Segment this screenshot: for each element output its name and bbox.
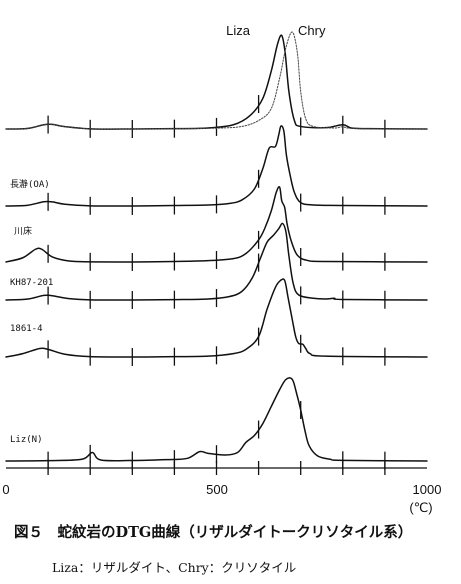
- dtg-curve-2: [5, 125, 428, 207]
- series-label-2: 長瀞(OA): [10, 178, 50, 190]
- series-label-0: Liza: [226, 23, 251, 38]
- x-tick-label-1000: 1000: [413, 482, 442, 497]
- figure-caption-note: Liza：リザルダイト、Chry：クリソタイル: [52, 560, 296, 575]
- x-tick-label-0: 0: [2, 482, 9, 497]
- x-tick-label-500: 500: [206, 482, 228, 497]
- dtg-curve-5: [5, 278, 428, 358]
- series-label-4: KH87-201: [10, 278, 53, 288]
- figure-caption-title: 図５ 蛇紋岩のDTG曲線（リザルダイトークリソタイル系）: [14, 523, 412, 541]
- series-labels: Liza Chry 長瀞(OA) 川床 KH87-201 1861-4 Liz(N): [10, 23, 326, 445]
- dtg-curves: [5, 31, 428, 475]
- dtg-curve-0: [5, 34, 428, 130]
- series-label-3: 川床: [14, 225, 32, 237]
- series-label-6: Liz(N): [10, 435, 43, 445]
- series-label-1: Chry: [298, 23, 326, 38]
- dtg-curve-1: [5, 31, 428, 130]
- x-axis-unit: (℃): [409, 500, 432, 515]
- series-label-5: 1861-4: [10, 324, 43, 334]
- dtg-curve-4: [5, 222, 428, 301]
- dtg-curve-6: [5, 377, 428, 462]
